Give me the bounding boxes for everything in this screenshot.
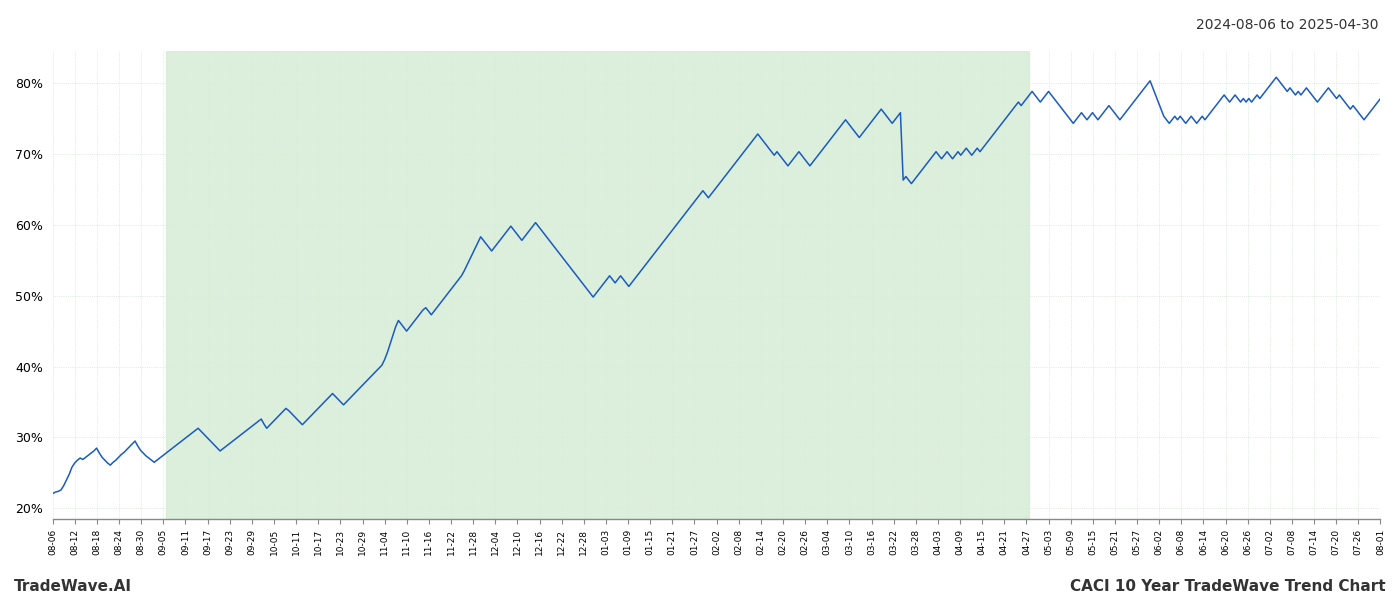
Text: CACI 10 Year TradeWave Trend Chart: CACI 10 Year TradeWave Trend Chart	[1071, 579, 1386, 594]
Bar	[165, 51, 1029, 519]
Text: 2024-08-06 to 2025-04-30: 2024-08-06 to 2025-04-30	[1197, 18, 1379, 32]
Text: TradeWave.AI: TradeWave.AI	[14, 579, 132, 594]
